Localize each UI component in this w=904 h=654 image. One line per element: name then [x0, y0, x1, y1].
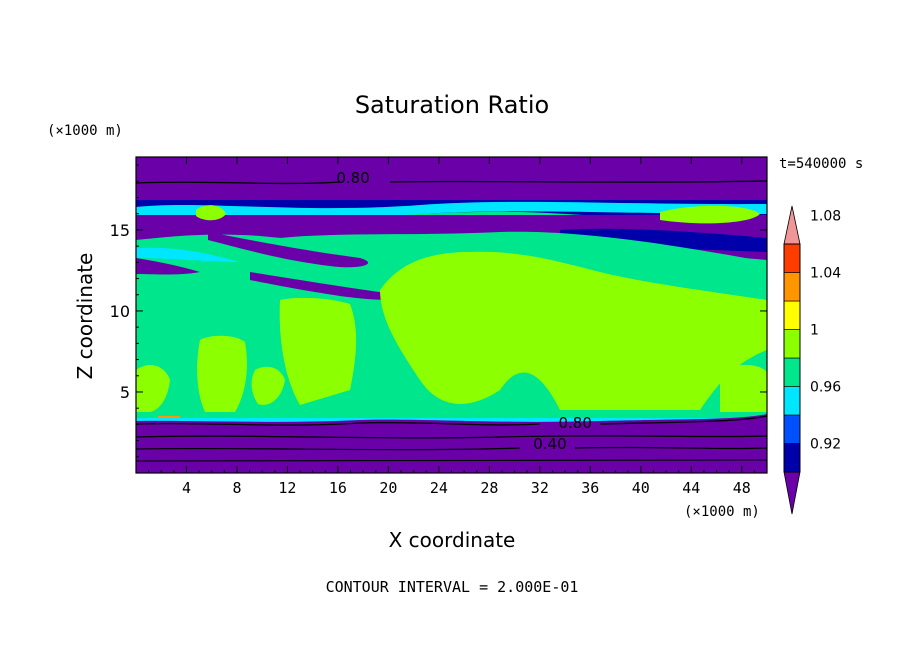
x-axis-ticks: 4 8 12 16 20 24 28 32 36 40 44 48: [148, 157, 755, 497]
contour-label: 0.40: [533, 435, 566, 453]
x-tick-label: 32: [531, 479, 549, 497]
x-tick-label: 48: [733, 479, 751, 497]
plot-area: [136, 157, 767, 473]
x-tick-label: 28: [480, 479, 498, 497]
lower-dry-layer: [136, 414, 767, 473]
y-tick-label: 10: [110, 302, 130, 321]
colorbar-band: [783, 272, 801, 302]
x-tick-label: 20: [379, 479, 397, 497]
colorbar-band: [783, 205, 801, 245]
right-edge-supersat: [720, 364, 767, 412]
colorbar-band: [783, 243, 801, 273]
mid-cyan-streak: [136, 247, 240, 262]
mid-dry-streak-left: [136, 258, 200, 275]
colorbar-frame: [783, 243, 801, 473]
lower-cyan-edge: [136, 418, 767, 422]
contour-interval-footer: CONTOUR INTERVAL = 2.000E-01: [326, 578, 579, 596]
chart-title: Saturation Ratio: [355, 91, 549, 119]
colorbar-band: [783, 386, 801, 416]
upper-band-blue: [560, 228, 767, 252]
upper-moist-edge: [136, 201, 767, 218]
mid-dry-streak-2: [250, 272, 410, 300]
central-supersat-region: [380, 251, 767, 410]
x-tick-label: 40: [632, 479, 650, 497]
colorbar-band: [783, 471, 801, 515]
x-tick-label: 16: [329, 479, 347, 497]
y-unit-label: (×1000 m): [47, 123, 123, 139]
colorbar-label: 0.96: [810, 380, 841, 396]
contour-line-lower-020: [136, 459, 767, 462]
colorbar-band: [783, 357, 801, 387]
colorbar-band: [783, 329, 801, 359]
lower-left-supersat: [136, 365, 170, 412]
mid-supersat-blob: [251, 366, 285, 405]
right-supersat-blob: [608, 365, 660, 409]
colorbar-label: 1.08: [810, 209, 841, 225]
mid-dry-streak-1: [208, 232, 369, 268]
contour-line-top: [136, 180, 767, 185]
x-tick-label: 12: [278, 479, 296, 497]
colorbar-label: 1: [810, 323, 819, 339]
contour-label: 0.80: [558, 414, 591, 432]
colorbar-label: 0.92: [810, 437, 841, 453]
top-dry-layer: [136, 157, 767, 202]
x-axis-label: X coordinate: [389, 528, 516, 552]
contour-line-lower-040: [136, 446, 767, 451]
x-tick-label: 24: [430, 479, 448, 497]
time-label: t=540000 s: [779, 156, 863, 172]
x-tick-label: 4: [182, 479, 191, 497]
y-tick-label: 5: [120, 383, 130, 402]
colorbar-band: [783, 443, 801, 473]
contour-label: 0.80: [336, 169, 369, 187]
y-axis-label: Z coordinate: [73, 253, 97, 380]
x-tick-label: 44: [682, 479, 700, 497]
colorbar-label: 1.04: [810, 266, 841, 282]
x-tick-label: 8: [232, 479, 241, 497]
colorbar-band: [783, 414, 801, 444]
x-tick-label: 36: [581, 479, 599, 497]
y-axis-ticks: 5 10 15: [110, 164, 767, 458]
contour-line-lower-080: [136, 415, 767, 426]
colorbar: 0.92 0.96 1 1.04 1.08: [783, 205, 841, 515]
far-left-supersat-column: [197, 335, 247, 412]
upper-green-patch-right: [660, 205, 760, 224]
contour-labels: 0.80 0.80 0.40: [336, 169, 592, 453]
x-unit-label: (×1000 m): [684, 504, 760, 520]
contour-line-lower-060: [136, 435, 767, 439]
upper-green-patch-left: [196, 205, 226, 221]
colorbar-band: [783, 300, 801, 330]
y-tick-label: 15: [110, 221, 130, 240]
left-supersat-column: [279, 297, 357, 405]
